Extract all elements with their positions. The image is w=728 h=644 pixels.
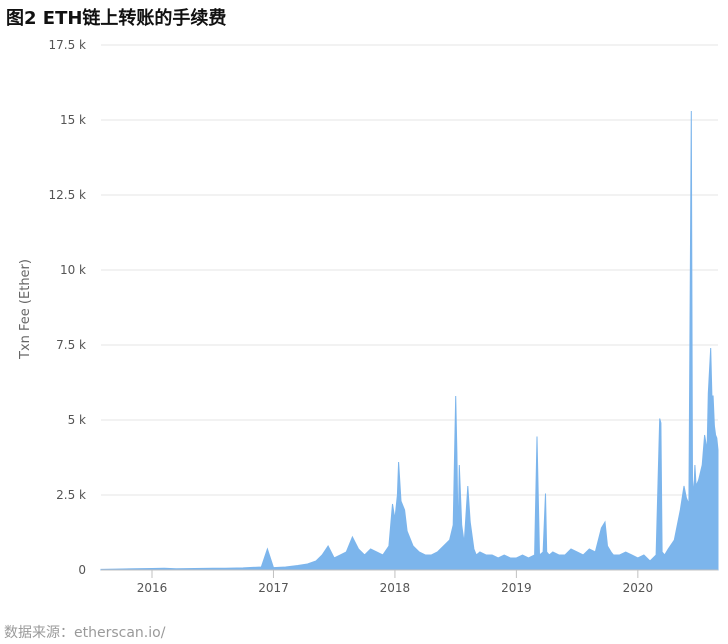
x-axis: 2016 2017 2018 2019 2020 — [101, 569, 718, 595]
y-tick-label: 0 — [78, 563, 86, 577]
fee-chart: 02.5 k5 k7.5 k10 k12.5 k15 k17.5 k 2016 2… — [18, 38, 719, 595]
grid-lines — [101, 44, 718, 571]
x-tick-label: 2017 — [258, 581, 289, 595]
data-source: 数据来源：etherscan.io/ — [4, 625, 166, 641]
x-tick-label: 2020 — [623, 581, 654, 595]
y-tick-label: 15 k — [60, 113, 86, 127]
y-tick-label: 2.5 k — [56, 488, 86, 502]
y-tick-label: 17.5 k — [49, 38, 87, 52]
y-tick-label: 5 k — [68, 413, 86, 427]
x-tick-label: 2016 — [137, 581, 168, 595]
y-axis-ticks: 0 2.5 k 5 k 7.5 k 10 k 12.5 k 15 k 17.5 k — [49, 38, 87, 577]
x-tick-label: 2018 — [380, 581, 411, 595]
y-tick-label: 7.5 k — [56, 338, 86, 352]
chart-title: 图2 ETH链上转账的手续费 — [6, 8, 227, 29]
y-axis-title: Txn Fee (Ether) — [18, 259, 33, 360]
y-tick-label: 10 k — [60, 263, 86, 277]
x-tick-label: 2019 — [501, 581, 532, 595]
fee-area — [100, 110, 719, 571]
y-tick-label: 12.5 k — [49, 188, 87, 202]
